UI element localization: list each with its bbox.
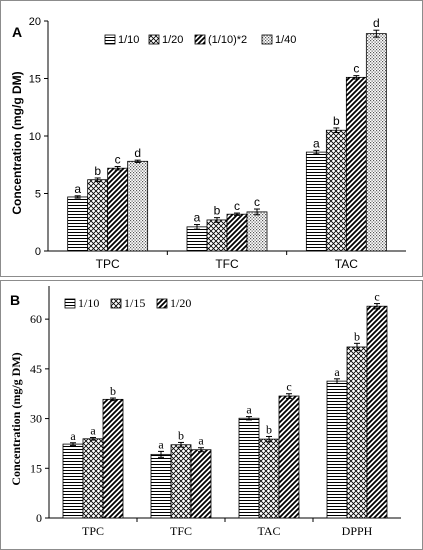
- bar: [258, 438, 280, 519]
- significance-letter: a: [334, 365, 340, 379]
- legend-swatch: [64, 298, 76, 309]
- bar: [366, 305, 388, 519]
- category-label: TPC: [96, 257, 120, 271]
- significance-letter: a: [90, 423, 96, 437]
- significance-letter: b: [214, 204, 221, 218]
- significance-letter: c: [286, 380, 291, 394]
- bar: [325, 129, 347, 252]
- panel-b: B Concentration (mg/g DM) 0 15 30 45 60 a a b TP…: [0, 280, 423, 550]
- panel-label-b: B: [10, 292, 20, 308]
- y-tick-label: 20: [29, 16, 41, 28]
- panel-label-a: A: [12, 24, 22, 40]
- bar: [346, 346, 368, 519]
- significance-letter: a: [313, 136, 320, 150]
- legend-swatch: [261, 34, 273, 45]
- bar: [62, 443, 84, 519]
- bar: [107, 167, 129, 252]
- y-tick-label: 30: [30, 412, 42, 426]
- bar: [365, 33, 387, 252]
- significance-letter: a: [194, 211, 201, 225]
- bar: [67, 196, 89, 252]
- legend-swatch: [104, 34, 116, 45]
- bar: [278, 395, 300, 519]
- legend-swatch: [148, 34, 160, 45]
- significance-letter: c: [353, 62, 359, 76]
- bar: [190, 449, 212, 519]
- bar: [305, 151, 327, 252]
- category-label: TFC: [170, 524, 192, 538]
- significance-letter: c: [234, 199, 240, 213]
- bar: [87, 179, 109, 252]
- significance-letter: a: [158, 437, 164, 451]
- significance-letter: c: [374, 290, 379, 304]
- category-label: TAC: [257, 524, 280, 538]
- y-tick-label: 5: [35, 189, 41, 201]
- legend-swatch: [194, 34, 206, 45]
- y-tick-label: 60: [30, 312, 42, 326]
- significance-letter: b: [354, 329, 360, 343]
- y-tick-label: 0: [36, 511, 42, 525]
- bar: [345, 76, 367, 252]
- legend-label: 1/20: [162, 34, 183, 46]
- significance-letter: a: [70, 429, 76, 443]
- y-axis-label-b: Concentration (mg/g DM): [9, 352, 23, 485]
- bar: [186, 226, 208, 252]
- significance-letter: b: [266, 422, 272, 436]
- legend-swatch: [156, 298, 168, 309]
- legend-label: 1/10: [118, 34, 139, 46]
- significance-letter: c: [115, 152, 121, 166]
- category-label: TAC: [335, 257, 358, 271]
- y-tick-label: 15: [30, 461, 42, 475]
- bar: [206, 219, 228, 252]
- legend-label: 1/10: [78, 296, 99, 310]
- significance-letter: b: [94, 164, 101, 178]
- y-tick-label: 10: [29, 131, 41, 143]
- legend-label: 1/40: [275, 34, 296, 46]
- category-label: DPPH: [342, 524, 373, 538]
- significance-letter: b: [333, 114, 340, 128]
- legend-label: 1/20: [170, 296, 191, 310]
- significance-letter: d: [134, 146, 141, 160]
- significance-letter: a: [198, 434, 204, 448]
- significance-letter: c: [254, 195, 260, 209]
- bar: [238, 417, 260, 519]
- bar: [102, 398, 124, 519]
- significance-letter: d: [373, 16, 380, 30]
- y-tick-label: 15: [29, 74, 41, 86]
- bar: [150, 453, 172, 519]
- bar: [127, 160, 149, 252]
- bar: [170, 444, 192, 519]
- significance-letter: b: [178, 428, 184, 442]
- y-tick-label: 0: [35, 246, 41, 258]
- significance-letter: a: [74, 182, 81, 196]
- category-label: TFC: [215, 257, 239, 271]
- category-label: TPC: [82, 524, 104, 538]
- bar: [326, 380, 348, 519]
- significance-letter: b: [110, 384, 116, 398]
- significance-letter: a: [246, 403, 252, 417]
- panel-a: A Concentration (mg/g DM) 0 5 10 15 20 a b c d TP…: [0, 0, 423, 277]
- y-tick-label: 45: [30, 362, 42, 376]
- bar: [226, 213, 248, 252]
- legend-label: 1/15: [124, 296, 145, 310]
- y-axis-label-a: Concentration (mg/g DM): [10, 71, 24, 214]
- legend-label: (1/10)*2: [208, 34, 247, 46]
- bar: [82, 438, 104, 519]
- legend-swatch: [110, 298, 122, 309]
- bar: [246, 211, 268, 252]
